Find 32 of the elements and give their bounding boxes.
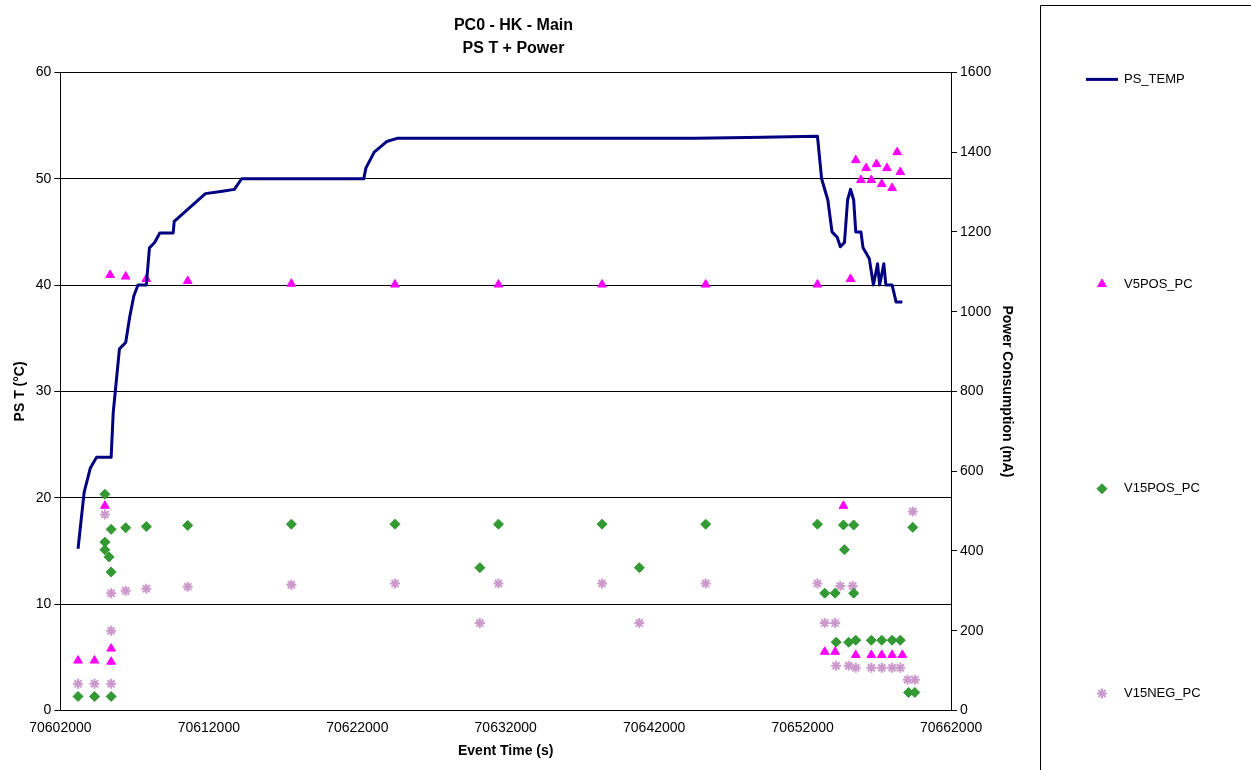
y2-tick-label: 0 bbox=[960, 701, 969, 718]
y2-tick-label: 1400 bbox=[960, 143, 992, 160]
y-tick-label: 50 bbox=[35, 169, 52, 186]
y2-tick-label: 400 bbox=[960, 541, 984, 558]
y-axis-title: PS T (°C) bbox=[11, 361, 28, 422]
chart-subtitle: PS T + Power bbox=[462, 39, 565, 57]
y-tick-label: 0 bbox=[43, 701, 52, 718]
y2-axis-title: Power Consumption (mA) bbox=[999, 305, 1016, 478]
x-tick-label: 70622000 bbox=[326, 718, 389, 735]
y-tick-label: 40 bbox=[35, 275, 52, 292]
y2-tick-label: 800 bbox=[960, 382, 984, 399]
x-tick-label: 70642000 bbox=[623, 718, 686, 735]
y2-tick-label: 600 bbox=[960, 462, 984, 479]
x-tick-label: 70612000 bbox=[177, 718, 241, 735]
x-axis-title: Event Time (s) bbox=[458, 742, 554, 759]
legend-label: V15NEG_PC bbox=[1124, 684, 1201, 700]
y-tick-label: 10 bbox=[35, 594, 52, 611]
y2-tick-label: 1200 bbox=[960, 222, 992, 239]
legend-label: V15POS_PC bbox=[1124, 480, 1200, 496]
x-tick-label: 70632000 bbox=[474, 718, 538, 735]
chart-title: PC0 - HK - Main bbox=[453, 16, 574, 34]
x-tick-label: 70652000 bbox=[771, 718, 834, 735]
y2-tick-label: 200 bbox=[960, 621, 984, 638]
x-tick-label: 70662000 bbox=[919, 718, 983, 735]
y2-tick-label: 1000 bbox=[960, 302, 992, 319]
y-tick-label: 60 bbox=[35, 63, 52, 80]
y-tick-label: 30 bbox=[35, 382, 52, 399]
legend-label: PS_TEMP bbox=[1124, 70, 1185, 86]
x-tick-label: 70602000 bbox=[29, 718, 92, 735]
y-tick-label: 20 bbox=[35, 488, 52, 505]
legend-label: V5POS_PC bbox=[1124, 275, 1193, 291]
y2-tick-label: 1600 bbox=[960, 63, 992, 80]
